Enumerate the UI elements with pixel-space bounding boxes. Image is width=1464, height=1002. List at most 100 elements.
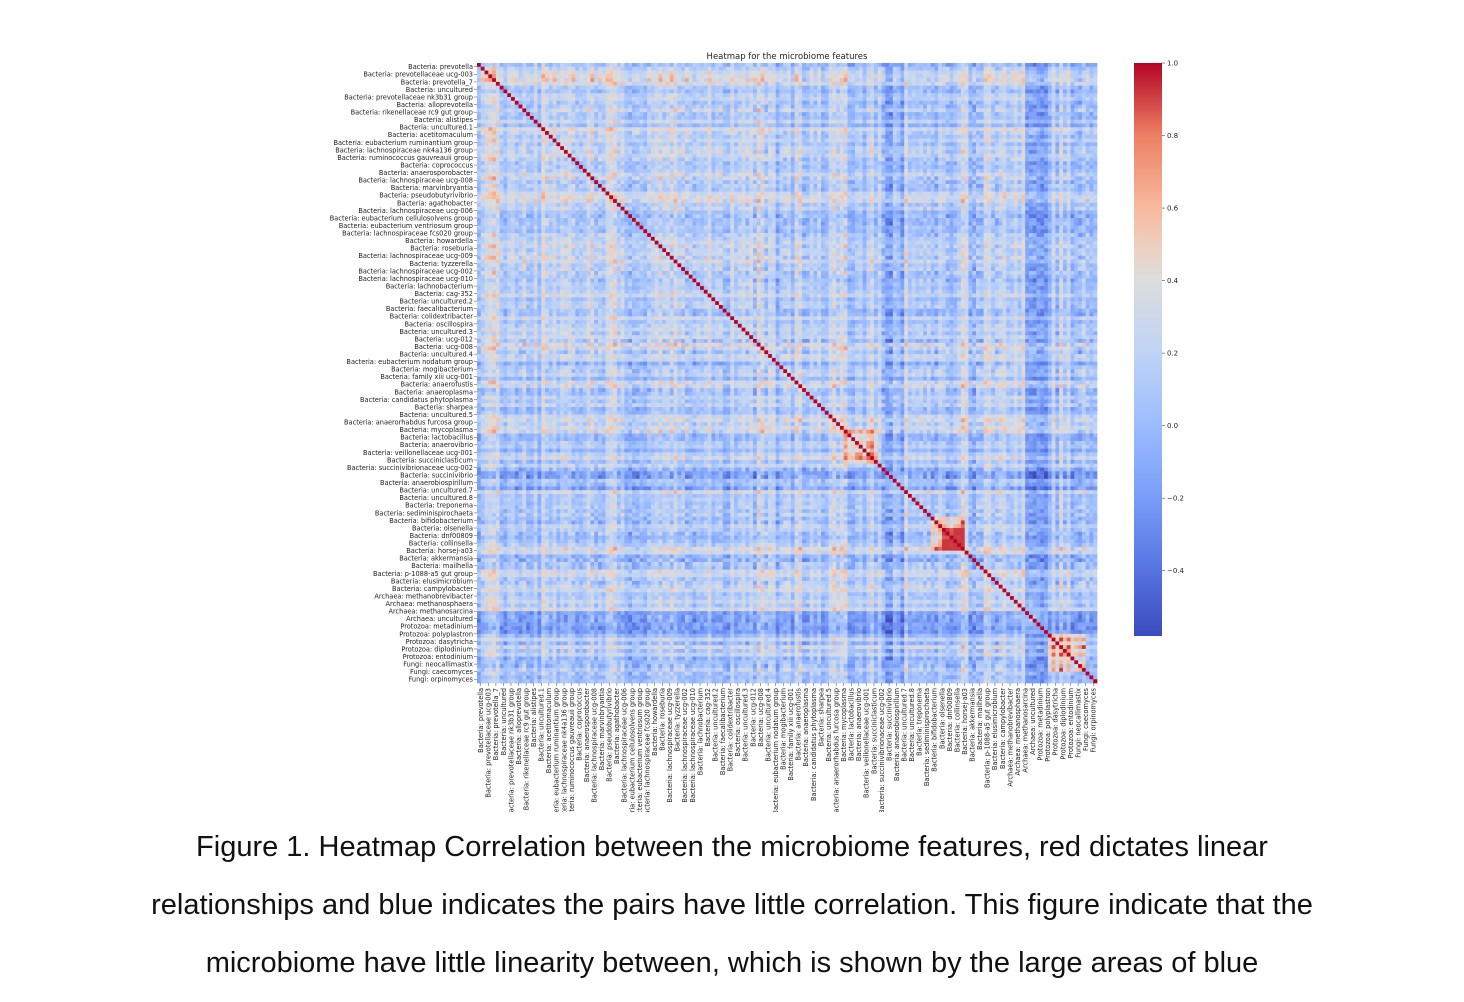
heatmap-cell [776,97,780,101]
heatmap-cell [859,135,863,139]
heatmap-cell [485,67,489,71]
heatmap-cell [549,131,553,135]
heatmap-cell [568,67,572,71]
heatmap-cell [624,93,628,97]
heatmap-cell [655,93,659,97]
heatmap-cell [950,67,954,71]
heatmap-cell [764,97,768,101]
heatmap-cell [768,97,772,101]
heatmap-cell [923,86,927,90]
heatmap-cell [1063,146,1067,150]
heatmap-cell [1059,120,1063,124]
heatmap-cell [723,67,727,71]
heatmap-cell [666,74,670,78]
heatmap-cell [1025,150,1029,154]
heatmap-cell [882,97,886,101]
heatmap-cell [776,112,780,116]
heatmap-cell [904,74,908,78]
heatmap-cell [893,135,897,139]
heatmap-cell [1033,74,1037,78]
heatmap-cell [976,108,980,112]
heatmap-cell [587,78,591,82]
heatmap-cell [1074,142,1078,146]
heatmap-cell [583,112,587,116]
heatmap-cell [1025,112,1029,116]
heatmap-cell [749,112,753,116]
heatmap-cell [643,89,647,93]
heatmap-cell [590,116,594,120]
heatmap-cell [572,97,576,101]
heatmap-cell [798,105,802,109]
heatmap-cell [677,82,681,86]
heatmap-cell [919,123,923,127]
heatmap-cell [927,108,931,112]
heatmap-cell [931,123,935,127]
heatmap-cell [749,131,753,135]
heatmap-cell [738,131,742,135]
heatmap-cell [976,63,980,67]
heatmap-cell [519,86,523,90]
heatmap-cell [541,116,545,120]
heatmap-cell [1002,139,1006,143]
heatmap-cell [643,135,647,139]
heatmap-cell [991,97,995,101]
heatmap-cell [602,112,606,116]
heatmap-cell [590,71,594,75]
heatmap-cell [1093,78,1097,82]
heatmap-cell [1037,127,1041,131]
heatmap-cell [666,116,670,120]
heatmap-cell [692,74,696,78]
heatmap-cell [1002,89,1006,93]
heatmap-cell [757,74,761,78]
heatmap-cell [488,112,492,116]
heatmap-cell [825,154,829,158]
heatmap-cell [1021,108,1025,112]
heatmap-cell [685,139,689,143]
heatmap-cell [783,123,787,127]
heatmap-cell [779,146,783,150]
heatmap-cell [507,108,511,112]
heatmap-cell [938,93,942,97]
heatmap-cell [908,74,912,78]
heatmap-cell [961,105,965,109]
heatmap-cell [768,71,772,75]
heatmap-cell [813,71,817,75]
heatmap-cell [776,120,780,124]
heatmap-cell [761,123,765,127]
heatmap-cell [1052,101,1056,105]
heatmap-cell [496,93,500,97]
heatmap-cell [640,63,644,67]
heatmap-cell [590,131,594,135]
heatmap-cell [685,112,689,116]
heatmap-cell [704,97,708,101]
heatmap-cell [757,93,761,97]
heatmap-cell [1055,131,1059,135]
heatmap-cell [806,127,810,131]
heatmap-cell [522,89,526,93]
heatmap-cell [1033,97,1037,101]
heatmap-cell [568,105,572,109]
heatmap-cell [677,116,681,120]
heatmap-cell [704,123,708,127]
heatmap-cell [681,67,685,71]
heatmap-cell [1086,63,1090,67]
heatmap-cell [1063,86,1067,90]
heatmap-cell [568,120,572,124]
heatmap-cell [855,67,859,71]
heatmap-cell [829,120,833,124]
heatmap-cell [889,108,893,112]
heatmap-cell [681,105,685,109]
heatmap-cell [485,105,489,109]
heatmap-cell [575,82,579,86]
heatmap-cell [643,131,647,135]
heatmap-cell [832,74,836,78]
heatmap-cell [961,131,965,135]
heatmap-cell [1089,150,1093,154]
heatmap-cell [870,82,874,86]
heatmap-cell [776,86,780,90]
heatmap-cell [984,116,988,120]
heatmap-cell [987,101,991,105]
heatmap-cell [968,139,972,143]
heatmap-cell [526,63,530,67]
heatmap-cell [477,67,481,71]
